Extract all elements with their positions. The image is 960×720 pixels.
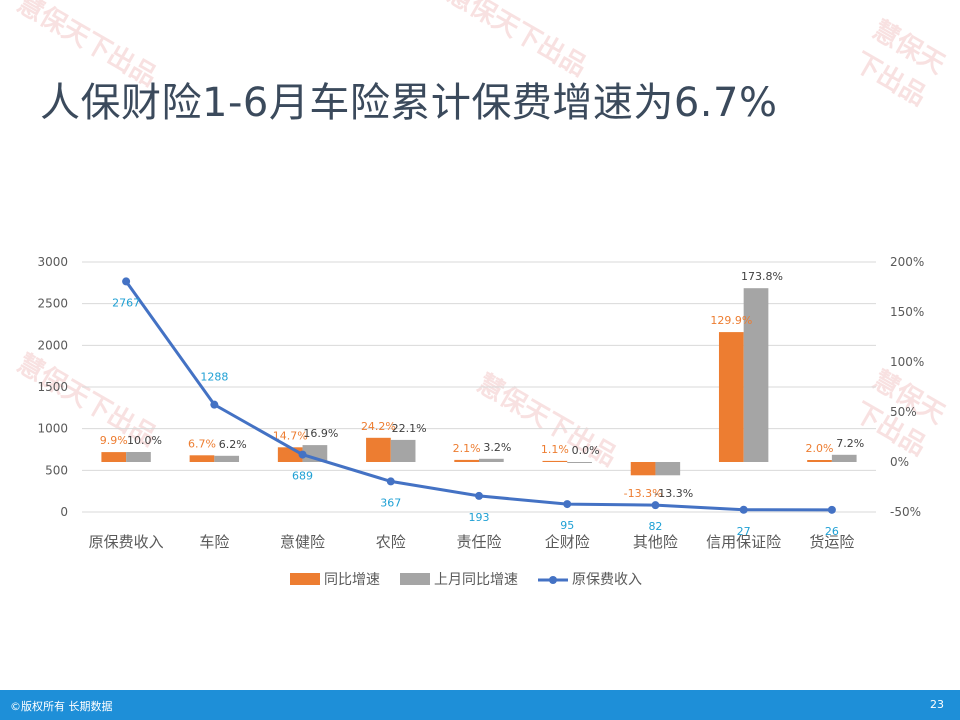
bar-previous [831, 454, 857, 462]
bar-current-label: 1.1% [541, 443, 569, 456]
y-left-tick-label: 2500 [37, 297, 68, 311]
line-point-label: 26 [825, 525, 839, 538]
bar-current [542, 460, 568, 462]
x-tick-label: 责任险 [456, 533, 501, 551]
bar-current [807, 460, 832, 462]
bar-previous-label: 3.2% [483, 441, 511, 454]
x-tick-label: 信用保证险 [706, 533, 781, 551]
footer-copyright: ©版权所有 长期数据 [10, 700, 113, 713]
line-point [475, 491, 483, 500]
y-left-tick-label: 1000 [37, 422, 68, 436]
y-left-tick-label: 1500 [37, 380, 68, 394]
line-point [651, 501, 660, 510]
bar-previous-label: 173.8% [741, 270, 783, 283]
line-point-label: 193 [469, 511, 490, 524]
x-tick-label: 车险 [199, 533, 229, 551]
line-point-label: 95 [560, 519, 574, 532]
x-tick-label: 货运险 [809, 533, 854, 551]
bar-current-label: 2.1% [453, 442, 481, 455]
bar-previous-label: 16.9% [303, 427, 338, 440]
bar-current-label: 14.7% [273, 429, 308, 442]
bar-current [101, 452, 127, 462]
bar-current-label: 9.9% [100, 434, 128, 447]
line-point-label: 689 [292, 470, 313, 483]
legend-swatch [290, 573, 320, 585]
legend-marker [549, 576, 557, 584]
line-point [210, 400, 219, 409]
bar-previous-label: -13.3% [654, 487, 693, 500]
line-point-label: 1288 [200, 371, 228, 384]
line-point-label: 2767 [112, 296, 140, 309]
y-left-tick-label: 2000 [37, 338, 68, 352]
bar-current-label: 6.7% [188, 437, 216, 450]
bar-previous [479, 458, 504, 462]
line-point [298, 450, 307, 459]
bar-previous [126, 452, 151, 462]
footer-bar: ©版权所有 长期数据 23 [0, 690, 960, 720]
bar-current [630, 462, 656, 476]
bar-previous [743, 288, 769, 462]
bar-previous-label: 0.0% [572, 444, 600, 457]
bar-previous-label: 7.2% [836, 437, 864, 450]
line-point [827, 505, 836, 514]
line-point [386, 477, 395, 486]
bar-current-label: 24.2% [361, 420, 396, 433]
bar-previous-label: 22.1% [392, 422, 427, 435]
bar-current-label: 2.0% [806, 442, 834, 455]
y-left-tick-label: 0 [60, 505, 68, 519]
bar-previous [567, 462, 592, 463]
line-point-label: 82 [648, 520, 662, 533]
legend-swatch [400, 573, 430, 585]
legend-label: 同比增速 [324, 572, 380, 588]
bar-previous-label: 10.0% [127, 434, 162, 447]
x-tick-label: 农险 [376, 533, 406, 551]
y-right-tick-label: 200% [890, 255, 924, 269]
line-point-label: 27 [737, 525, 751, 538]
y-right-tick-label: 0% [890, 455, 909, 469]
line-point [122, 277, 131, 286]
line-point [563, 500, 572, 509]
bar-current [454, 459, 479, 462]
page-title: 人保财险1-6月车险累计保费增速为6.7% [40, 80, 778, 126]
bar-previous [655, 462, 681, 476]
legend-label: 上月同比增速 [434, 572, 518, 588]
line-point-label: 367 [380, 496, 401, 509]
bar-current [189, 455, 215, 462]
y-right-tick-label: 100% [890, 355, 924, 369]
legend-label: 原保费收入 [572, 572, 642, 588]
line-point [739, 505, 748, 514]
bar-previous [390, 439, 416, 462]
bar-previous [214, 455, 240, 462]
page-number: 23 [930, 698, 944, 711]
x-tick-label: 意健险 [280, 533, 325, 551]
y-left-tick-label: 3000 [37, 255, 68, 269]
y-right-tick-label: 150% [890, 305, 924, 319]
y-right-tick-label: 50% [890, 405, 917, 419]
bar-current [718, 332, 744, 462]
bar-current-label: 129.9% [710, 314, 752, 327]
bar-current [366, 437, 391, 462]
y-right-tick-label: -50% [890, 505, 921, 519]
bar-previous-label: 6.2% [219, 438, 247, 451]
x-tick-label: 原保费收入 [89, 533, 164, 551]
x-tick-label: 企财险 [545, 533, 590, 551]
bar-current-label: -13.3% [624, 487, 663, 500]
x-tick-label: 其他险 [633, 533, 678, 551]
y-left-tick-label: 500 [45, 463, 68, 477]
